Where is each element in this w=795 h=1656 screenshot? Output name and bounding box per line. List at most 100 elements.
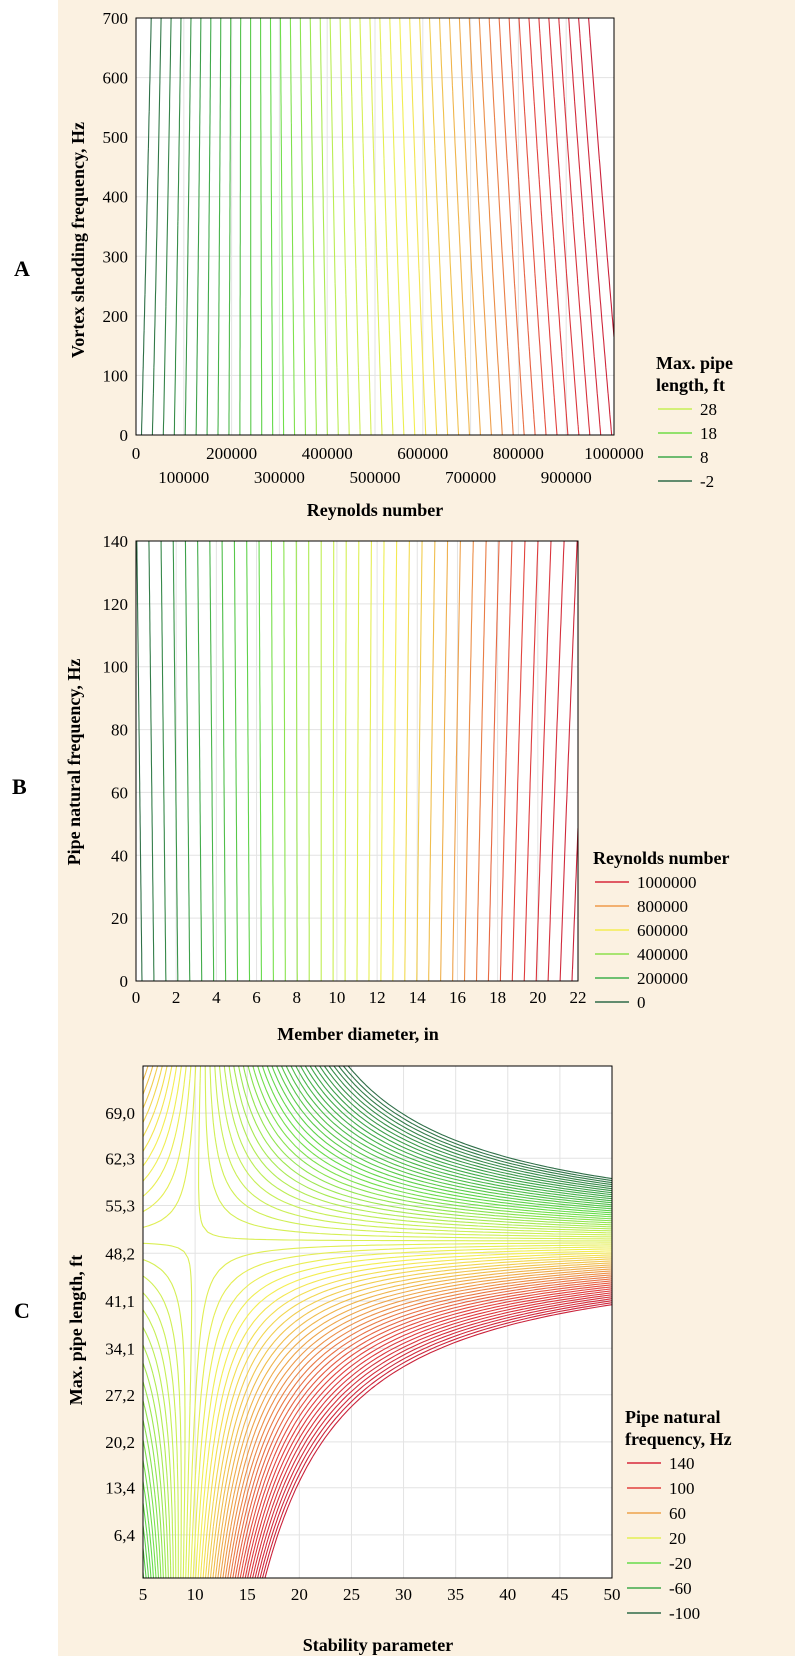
legend-label: -100: [669, 1604, 700, 1623]
contour-line: [547, 541, 565, 981]
contour-line: [314, 1066, 612, 1194]
contour-line: [143, 1066, 612, 1578]
x-tick-label: 2: [172, 988, 181, 1007]
x-tick-label: 100000: [158, 468, 209, 487]
contour-line: [475, 541, 487, 981]
contour-line: [143, 1066, 612, 1578]
x-tick-label: 200000: [206, 444, 257, 463]
contour-line: [428, 18, 449, 435]
y-tick-label: 69,0: [105, 1104, 135, 1123]
x-tick-label: 400000: [302, 444, 353, 463]
contour-line: [419, 18, 438, 435]
contour-line: [143, 1066, 612, 1578]
contour-line: [289, 18, 296, 435]
contour-line: [143, 1066, 612, 1578]
contour-line: [239, 18, 242, 435]
contour-line: [323, 1066, 612, 1190]
contour-line: [319, 18, 328, 435]
legend-label: 100: [669, 1479, 695, 1498]
contour-line: [478, 18, 503, 435]
legend-title: frequency, Hz: [625, 1429, 732, 1449]
contour-line: [244, 1288, 612, 1578]
contour-line: [197, 541, 203, 981]
legend-label: -20: [669, 1554, 692, 1573]
contour-line: [184, 541, 191, 981]
contour-line: [151, 18, 162, 435]
panel-b-y-axis-label: Pipe natural frequency, Hz: [64, 659, 84, 866]
contour-line: [143, 1066, 612, 1578]
contour-line: [578, 18, 613, 435]
contour-line: [254, 1296, 612, 1578]
contour-line: [209, 541, 215, 981]
panel-a-x-axis-label: Reynolds number: [307, 500, 444, 520]
x-tick-label: 300000: [254, 468, 305, 487]
y-tick-label: 27,2: [105, 1386, 135, 1405]
contour-line: [143, 1066, 612, 1578]
x-tick-label: 12: [369, 988, 386, 1007]
contour-line: [261, 1302, 612, 1578]
contour-line: [143, 1066, 612, 1578]
y-tick-label: 13,4: [105, 1479, 135, 1498]
x-tick-label: 900000: [541, 468, 592, 487]
contour-line: [206, 18, 212, 435]
contour-line: [237, 1282, 612, 1578]
contour-line: [143, 1066, 612, 1578]
legend-label: 18: [700, 424, 717, 443]
contour-lines: [136, 541, 578, 981]
contour-line: [344, 541, 347, 981]
contour-line: [463, 541, 474, 981]
contour-line: [438, 18, 460, 435]
x-tick-label: 0: [132, 444, 141, 463]
y-tick-label: 41,1: [105, 1292, 135, 1311]
plot-frame: [135, 540, 579, 982]
contour-line: [279, 18, 285, 435]
legend-label: 200000: [637, 969, 688, 988]
contour-line: [379, 18, 394, 435]
contour-line: [252, 1294, 612, 1578]
contour-line: [468, 18, 492, 435]
y-tick-label: 60: [111, 783, 128, 802]
x-tick-label: 600000: [397, 444, 448, 463]
x-tick-label: 8: [292, 988, 301, 1007]
contour-line: [304, 1066, 612, 1198]
panel-c-y-axis-label: Max. pipe length, ft: [66, 1255, 86, 1406]
contour-line: [148, 541, 155, 981]
contour-line: [300, 1066, 612, 1200]
contour-line: [295, 541, 298, 981]
contour-line: [143, 1066, 612, 1578]
contour-line: [356, 541, 360, 981]
contour-line: [242, 1286, 612, 1578]
contour-line: [217, 1266, 612, 1578]
contour-line: [319, 1066, 612, 1192]
y-tick-label: 40: [111, 846, 128, 865]
y-tick-label: 600: [103, 69, 129, 88]
y-tick-label: 80: [111, 721, 128, 740]
x-tick-label: 25: [343, 1585, 360, 1604]
contour-line: [143, 1066, 612, 1578]
contour-line: [249, 1292, 612, 1578]
legend-title: Max. pipe: [656, 353, 733, 373]
x-tick-label: 40: [499, 1585, 516, 1604]
contour-line: [219, 1268, 612, 1578]
contour-line: [228, 18, 232, 435]
contour-line: [143, 1066, 612, 1578]
contour-line: [487, 541, 500, 981]
contour-line: [332, 541, 335, 981]
panel-a-label: A: [14, 256, 30, 281]
contour-line: [440, 541, 449, 981]
legend: Reynolds number 1000000 800000 600000 400000…: [593, 848, 730, 1012]
contour-line: [239, 1284, 612, 1578]
y-tick-label: 100: [103, 658, 129, 677]
y-tick-label: 120: [103, 595, 129, 614]
contour-line: [222, 1270, 612, 1578]
contour-line: [143, 1066, 612, 1578]
y-tick-label: 48,2: [105, 1244, 135, 1263]
x-tick-label: 14: [409, 988, 427, 1007]
y-tick-label: 0: [120, 972, 129, 991]
panel-c-x-axis-label: Stability parameter: [303, 1635, 453, 1655]
y-tick-label: 300: [103, 247, 129, 266]
contour-line: [234, 1280, 612, 1578]
x-tick-label: 1000000: [584, 444, 644, 463]
contour-line: [409, 18, 427, 435]
